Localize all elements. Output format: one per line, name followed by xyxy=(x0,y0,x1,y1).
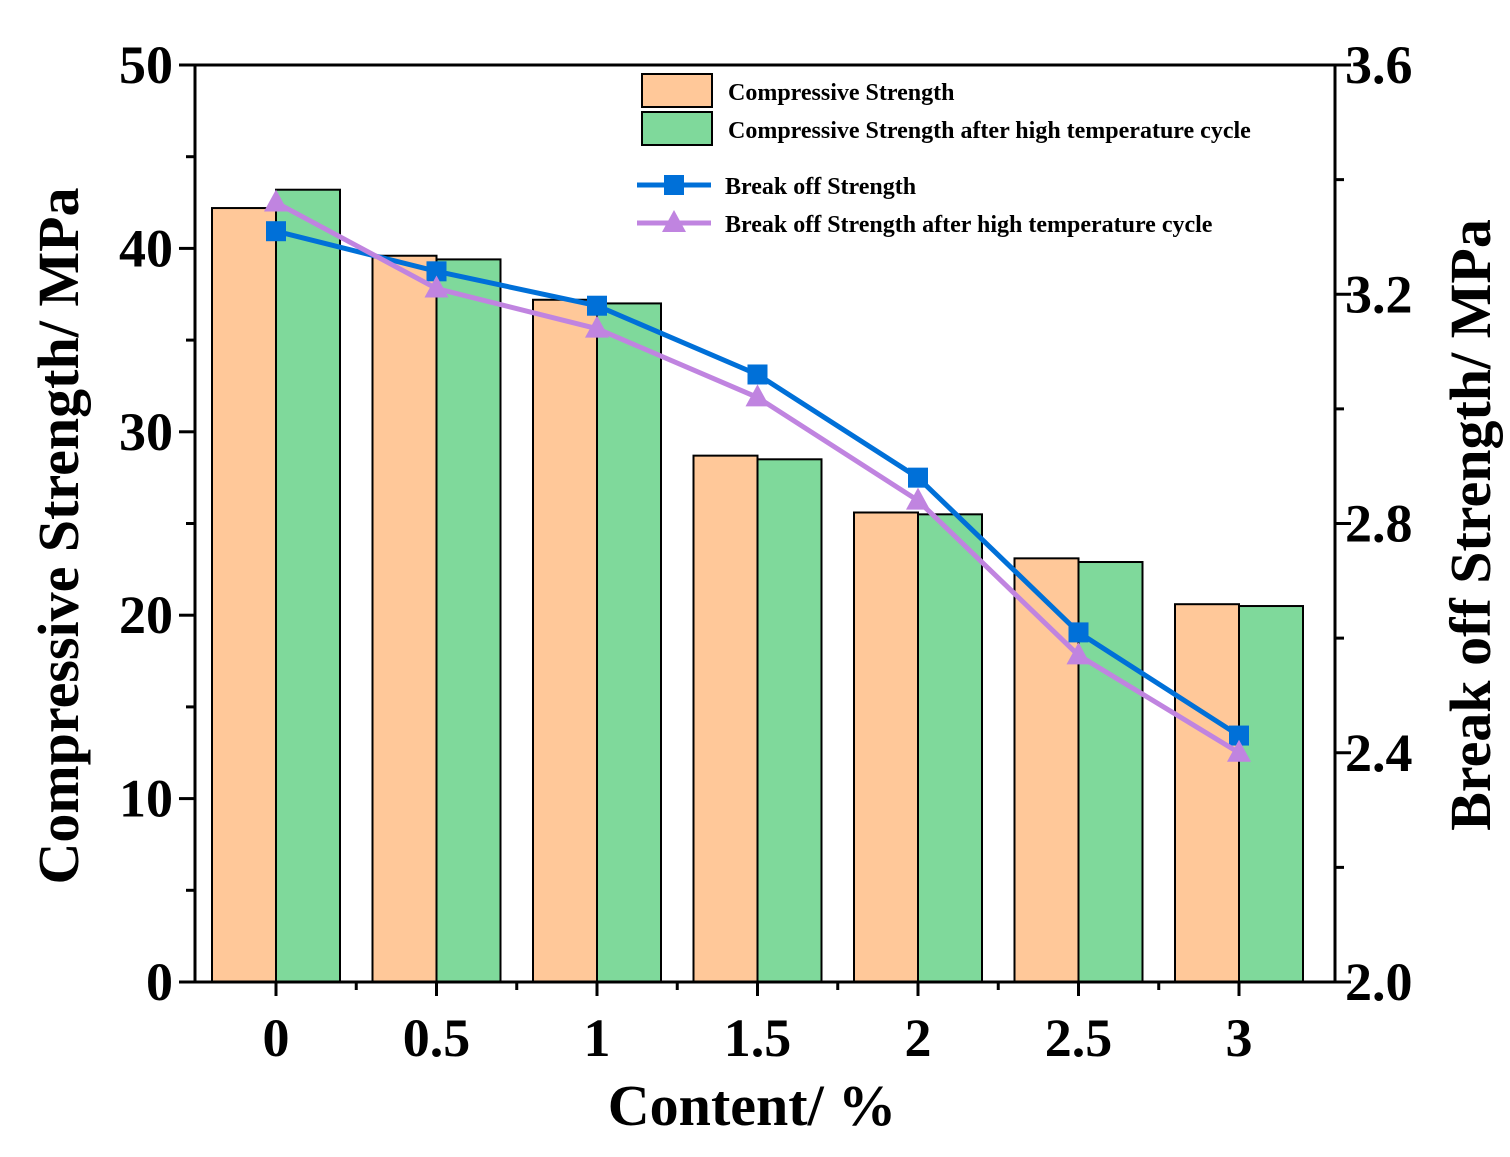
point-break-off-after-1 xyxy=(424,275,449,298)
x-tick-label-3: 1.5 xyxy=(724,1008,792,1068)
y-right-tick-label-4: 3.6 xyxy=(1345,35,1413,95)
legend-label-line-1: Break off Strength after high temperatur… xyxy=(725,212,1213,238)
bar-compressive-1 xyxy=(371,254,438,983)
point-break-off-0 xyxy=(266,221,286,242)
bar-compressive-2 xyxy=(532,298,598,983)
y-right-tick-label-2: 2.8 xyxy=(1345,494,1413,554)
bars-layer xyxy=(211,188,1304,984)
legend: Compressive Strength Compressive Strength… xyxy=(637,73,1251,238)
legend-marker-0 xyxy=(664,175,684,195)
point-break-off-2 xyxy=(587,295,607,316)
y-right-tick-label-0: 2.0 xyxy=(1345,952,1413,1012)
y-axis-title-right: Break off Strength/ MPa xyxy=(1438,219,1503,831)
bar-compressive-3 xyxy=(692,454,759,983)
x-tick-label-5: 2.5 xyxy=(1045,1008,1113,1068)
legend-marker-1 xyxy=(662,210,686,232)
y-left-tick-label-1: 10 xyxy=(119,769,173,829)
bar-compressive-after-4 xyxy=(917,513,983,984)
x-tick-label-6: 3 xyxy=(1226,1008,1253,1068)
y-axis-title-left: Compressive Strength/ MPa xyxy=(26,187,91,884)
bar-compressive-5 xyxy=(1013,557,1080,983)
bar-compressive-0 xyxy=(211,207,277,983)
bar-compressive-6 xyxy=(1174,603,1240,983)
bar-compressive-after-1 xyxy=(435,258,502,983)
point-break-off-after-6 xyxy=(1227,739,1251,762)
legend-swatch-bar-0 xyxy=(641,73,713,108)
bar-compressive-after-3 xyxy=(756,458,823,983)
bar-compressive-4 xyxy=(853,511,919,983)
point-break-off-after-5 xyxy=(1066,642,1091,665)
legend-swatch-bar-1 xyxy=(641,111,713,146)
x-tick-label-1: 0.5 xyxy=(403,1008,471,1068)
y-left-tick-label-5: 50 xyxy=(119,35,173,95)
point-break-off-after-2 xyxy=(585,315,609,338)
legend-label-bar-1: Compressive Strength after high temperat… xyxy=(728,118,1251,144)
bar-compressive-after-6 xyxy=(1238,605,1304,984)
legend-label-line-0: Break off Strength xyxy=(725,174,916,200)
y-left-tick-label-4: 40 xyxy=(119,218,173,278)
x-tick-label-0: 0 xyxy=(263,1008,290,1068)
y-left-tick-label-0: 0 xyxy=(146,952,173,1012)
bar-compressive-after-5 xyxy=(1077,561,1144,983)
point-break-off-after-4 xyxy=(906,487,930,510)
x-tick-label-2: 1 xyxy=(584,1008,611,1068)
legend-label-bar-0: Compressive Strength xyxy=(728,80,954,106)
bar-compressive-after-2 xyxy=(596,302,662,984)
x-axis-title: Content/ % xyxy=(608,1073,896,1138)
axes-layer: 0 10 20 30 40 50 2.0 2.4 2.8 3.2 3.6 0 0.5 1 1.5 2 2.5 3 xyxy=(119,35,1413,1068)
point-break-off-4 xyxy=(908,467,928,488)
y-left-tick-label-2: 20 xyxy=(119,585,173,645)
point-break-off-5 xyxy=(1068,622,1089,643)
y-right-tick-label-3: 3.2 xyxy=(1345,264,1413,324)
lines-layer xyxy=(264,189,1251,762)
x-tick-label-4: 2 xyxy=(905,1008,932,1068)
y-right-tick-label-1: 2.4 xyxy=(1345,723,1413,783)
bar-compressive-after-0 xyxy=(275,188,341,984)
y-left-tick-label-3: 30 xyxy=(119,402,173,462)
point-break-off-6 xyxy=(1229,725,1249,746)
point-break-off-after-0 xyxy=(264,189,288,212)
point-break-off-after-3 xyxy=(745,384,770,407)
point-break-off-1 xyxy=(426,261,447,282)
point-break-off-3 xyxy=(747,364,768,385)
